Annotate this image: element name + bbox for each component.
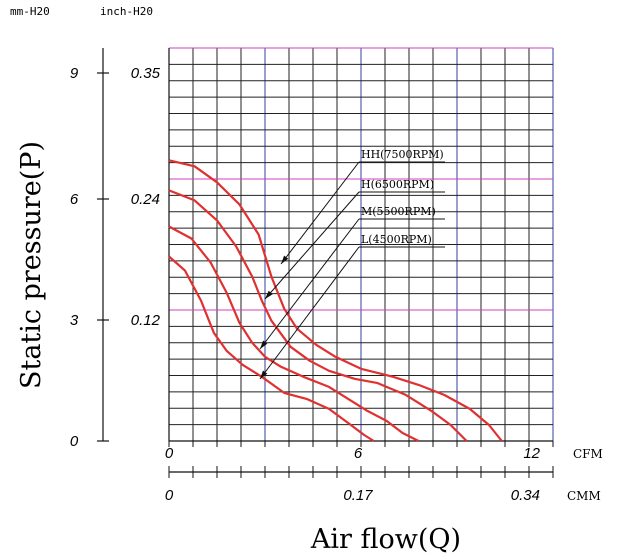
y-mm-tick-label: 3 xyxy=(70,312,79,329)
tick-labels: 0 3 6 9 0.12 0.24 0.35 0 6 12 CFM 0 0.17 0.34 CMM xyxy=(70,65,603,504)
y-axis-title: Static pressure(P) xyxy=(16,141,47,389)
legend-leader-line xyxy=(259,218,360,350)
x-cfm-tick-label: 12 xyxy=(523,445,540,462)
legend-label-2: H(6500RPM) xyxy=(361,178,434,191)
legend-label-1: HH(7500RPM) xyxy=(361,148,444,161)
legend-leader-line xyxy=(264,191,360,300)
series-lines xyxy=(168,159,503,442)
y-inch-tick-label: 0.12 xyxy=(131,312,161,329)
y-mm-tick-label: 0 xyxy=(70,433,79,450)
legend-label-3: M(5500RPM) xyxy=(361,205,436,218)
legend-leader-line xyxy=(259,246,360,380)
y-mm-tick-label: 9 xyxy=(70,65,79,82)
y-inch-tick-label: 0.24 xyxy=(131,191,160,208)
series-line-3 xyxy=(168,225,420,442)
y-inch-tick-label: 0.35 xyxy=(131,65,161,82)
x-cmm-tick-label: 0 xyxy=(165,487,174,504)
series-line-2 xyxy=(168,189,468,442)
axes xyxy=(97,48,554,478)
legend-arrowhead xyxy=(281,255,289,264)
x-cmm-tick-label: 0.34 xyxy=(511,487,540,504)
y-unit-mm-label: mm-H20 xyxy=(10,5,50,18)
series-line-1 xyxy=(168,159,503,442)
x-cfm-unit: CFM xyxy=(573,447,603,461)
x-cfm-tick-label: 0 xyxy=(165,445,174,462)
legend-label-4: L(4500RPM) xyxy=(361,233,432,246)
x-cmm-unit: CMM xyxy=(567,489,601,503)
legend-arrowhead xyxy=(260,370,268,379)
legend-arrowhead xyxy=(265,290,273,299)
legend-leader-line xyxy=(280,161,360,265)
legend-labels: HH(7500RPM) H(6500RPM) M(5500RPM) L(4500RPM… xyxy=(259,148,445,380)
grid xyxy=(169,47,554,441)
x-axis-title: Air flow(Q) xyxy=(310,524,461,553)
y-mm-tick-label: 6 xyxy=(70,191,79,208)
legend-arrowhead xyxy=(260,340,268,349)
x-cmm-tick-label: 0.17 xyxy=(343,487,373,504)
x-cfm-tick-label: 6 xyxy=(354,445,363,462)
y-unit-inch-label: inch-H20 xyxy=(100,5,153,18)
series-line-4 xyxy=(168,255,375,442)
